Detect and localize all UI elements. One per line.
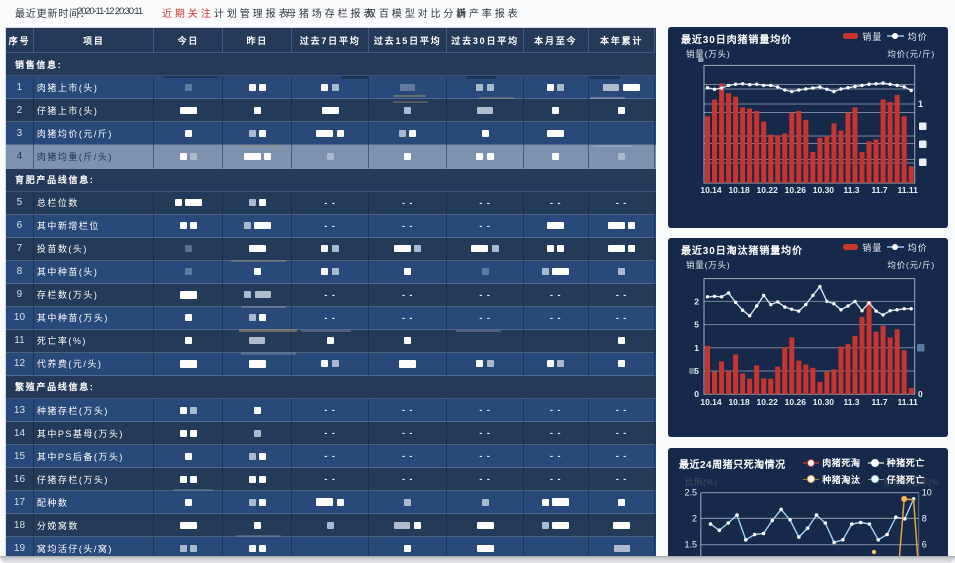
svg-text:10.26: 10.26 <box>785 397 807 407</box>
svg-text:0: 0 <box>918 389 923 399</box>
svg-text:10.22: 10.22 <box>757 185 779 195</box>
svg-text:6: 6 <box>922 540 927 550</box>
svg-text:10.22: 10.22 <box>757 397 779 407</box>
svg-text:5: 5 <box>694 320 699 330</box>
svg-text:11.7: 11.7 <box>872 185 888 195</box>
svg-text:11.11: 11.11 <box>898 185 919 195</box>
svg-text:1: 1 <box>918 99 923 109</box>
svg-text:11.3: 11.3 <box>843 185 859 195</box>
svg-text:0: 0 <box>694 389 699 399</box>
svg-text:10.14: 10.14 <box>700 185 722 195</box>
svg-text:11.3: 11.3 <box>843 397 859 407</box>
svg-text:11.11: 11.11 <box>898 397 919 407</box>
svg-text:10.30: 10.30 <box>813 397 835 407</box>
svg-text:10.30: 10.30 <box>813 185 835 195</box>
svg-text:2.5: 2.5 <box>684 488 697 498</box>
svg-text:8: 8 <box>922 513 927 523</box>
svg-text:10: 10 <box>922 488 932 498</box>
svg-text:10.18: 10.18 <box>728 185 750 195</box>
svg-text:10.26: 10.26 <box>785 185 807 195</box>
svg-text:5: 5 <box>694 366 699 376</box>
svg-text:10.14: 10.14 <box>700 397 722 407</box>
svg-text:1.5: 1.5 <box>684 540 697 550</box>
svg-text:11.7: 11.7 <box>872 397 888 407</box>
svg-text:10.18: 10.18 <box>728 397 750 407</box>
svg-text:2: 2 <box>694 296 699 306</box>
svg-text:2: 2 <box>692 513 697 523</box>
svg-text:1: 1 <box>694 343 699 353</box>
